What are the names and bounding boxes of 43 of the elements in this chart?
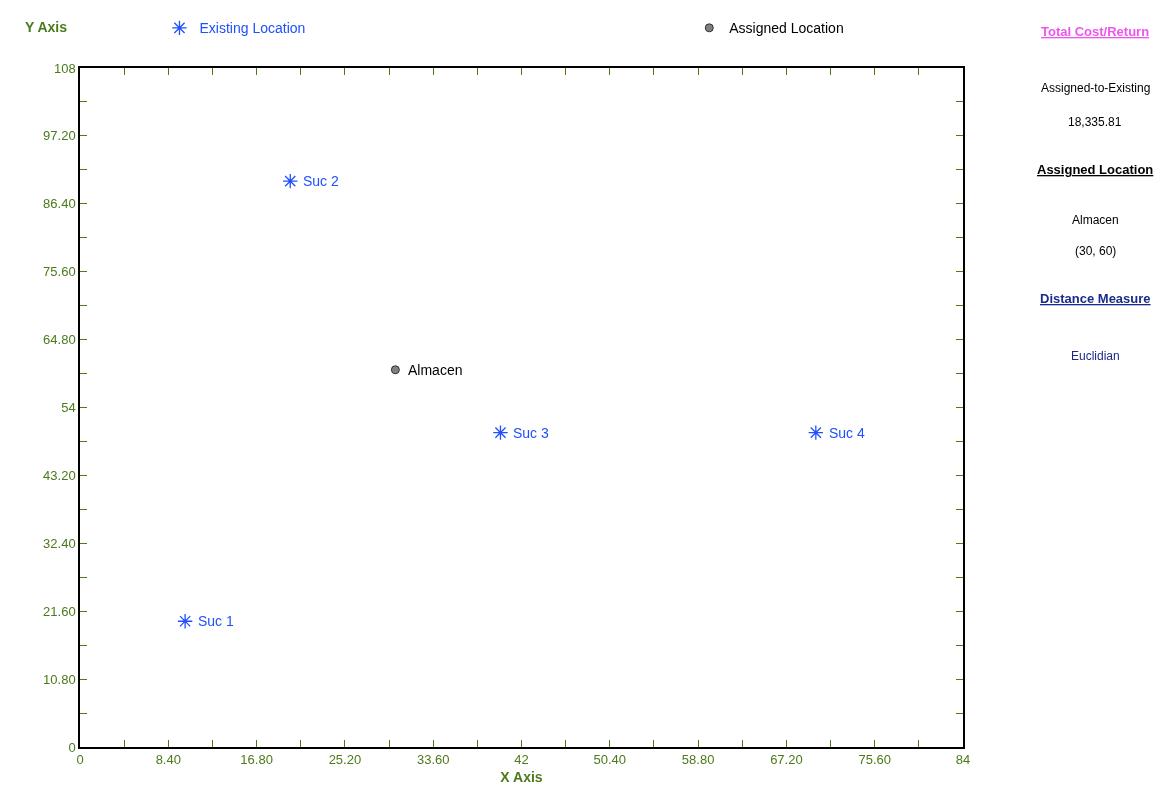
legend-label: Assigned Location [729, 20, 844, 37]
text: Total Cost/Return [1041, 24, 1150, 39]
y-tick-label: 21.60 [43, 603, 76, 619]
annotation: Suc 4 [829, 425, 866, 441]
point [807, 424, 824, 441]
y-tick-label: 86.40 [43, 196, 76, 212]
x-tick-label: 33.60 [416, 752, 450, 768]
text: Euclidian [1071, 349, 1120, 363]
y-tick-label: 10.80 [43, 671, 76, 687]
y-tick-label: 75.60 [43, 264, 76, 280]
x-tick-label: 58.80 [681, 752, 715, 768]
y-tick-label: 108 [53, 60, 76, 76]
y-tick-label: 54 [61, 400, 76, 416]
point [492, 424, 509, 441]
x-tick-label: 67.20 [770, 752, 803, 768]
point [282, 173, 299, 190]
point [177, 613, 193, 630]
text: Assigned Location [1037, 162, 1154, 177]
x-tick-label: 84 [955, 752, 971, 768]
text: Assigned-to-Existing [1041, 81, 1151, 95]
x-axis-title: X Axis [500, 769, 543, 786]
y-tick-label: 32.40 [43, 535, 76, 551]
text: 18,335.81 [1068, 115, 1122, 129]
annotation: Suc 3 [513, 425, 550, 441]
text: (30, 60) [1075, 244, 1117, 258]
point [390, 365, 400, 375]
legend-label: Existing Location [199, 20, 306, 37]
x-tick-label: 75.60 [858, 752, 891, 768]
y-tick-label: 0 [68, 739, 76, 755]
y-tick-label: 43.20 [43, 467, 76, 483]
annotation: Almacen [408, 362, 463, 378]
annotation: Suc 2 [303, 173, 340, 189]
text: Almacen [1072, 213, 1119, 227]
y-axis-title: Y Axis [25, 19, 68, 35]
x-tick-label: 8.40 [155, 752, 181, 768]
x-tick-label: 16.80 [240, 752, 273, 768]
x-tick-label: 42 [514, 752, 529, 768]
y-tick-label: 97.20 [43, 128, 76, 144]
x-tick-label: 50.40 [593, 752, 627, 768]
text: Distance Measure [1040, 291, 1151, 306]
annotation: Suc 1 [198, 613, 235, 629]
x-tick-label: 25.20 [328, 752, 362, 768]
y-tick-label: 64.80 [43, 332, 76, 348]
